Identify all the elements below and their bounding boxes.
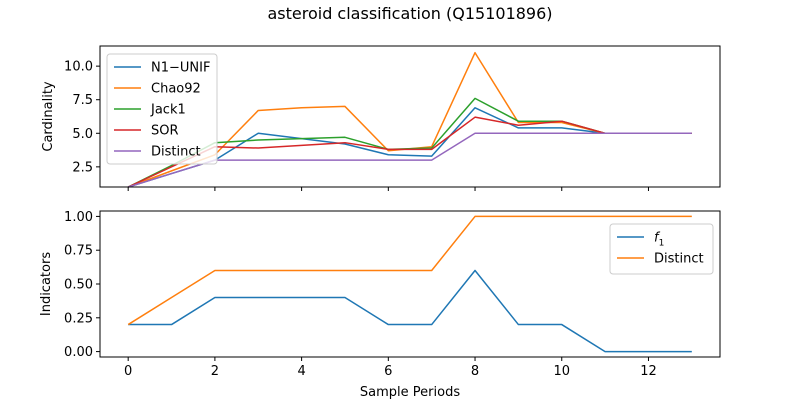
legend-label: f1 [654, 231, 664, 249]
plot-frame [99, 45, 721, 188]
y-axis-label: Indicators [39, 252, 54, 316]
y-tick-label: 5.0 [72, 127, 93, 142]
legend-box [609, 223, 714, 275]
x-tick-label: 2 [211, 364, 219, 379]
y-tick-label: 0.25 [64, 311, 93, 326]
y-axis-label: Cardinality [41, 81, 56, 152]
x-tick-label: 12 [640, 364, 657, 379]
legend-label: Jack1 [150, 103, 186, 118]
x-tick-label: 8 [471, 364, 479, 379]
y-tick-label: 10.0 [64, 60, 93, 75]
x-axis-label: Sample Periods [360, 385, 460, 400]
series-line-distinct [127, 132, 692, 188]
cardinality-panel: 2.5 5.0 7.5 10.0 Cardinality N1−UNIF Chao92 Jac… [41, 45, 721, 191]
series-line-sor [127, 116, 692, 188]
y-tick-label: 7.5 [72, 93, 93, 108]
legend-label: Chao92 [151, 82, 201, 97]
legend-label: SOR [151, 124, 179, 139]
legend: f1 Distinct [609, 223, 714, 275]
y-tick-label: 1.00 [64, 210, 93, 225]
series-line-f [128, 269, 692, 353]
y-tick-label: 0.00 [64, 345, 93, 360]
series-line-distinct [127, 215, 692, 326]
series-line-n1-unif [127, 107, 692, 188]
x-tick-label: 0 [124, 364, 132, 379]
legend-label: Distinct [151, 145, 201, 160]
x-tick-label: 4 [297, 364, 305, 379]
legend-label: Distinct [654, 252, 704, 267]
chart-title: asteroid classification (Q15101896) [267, 4, 552, 23]
x-tick-label: 6 [384, 364, 392, 379]
y-tick-label: 0.50 [64, 278, 93, 293]
legend-box [106, 53, 218, 165]
legend: N1−UNIF Chao92 Jack1 SOR Distinct [106, 53, 218, 165]
x-tick-label: 10 [553, 364, 570, 379]
y-tick-label: 2.5 [72, 160, 93, 175]
y-tick-label: 0.75 [64, 244, 93, 259]
indicators-panel: 0.00 0.25 0.50 0.75 1.00 0 2 4 6 8 10 12 Indicators f… [39, 210, 721, 379]
legend-label: N1−UNIF [151, 61, 210, 76]
